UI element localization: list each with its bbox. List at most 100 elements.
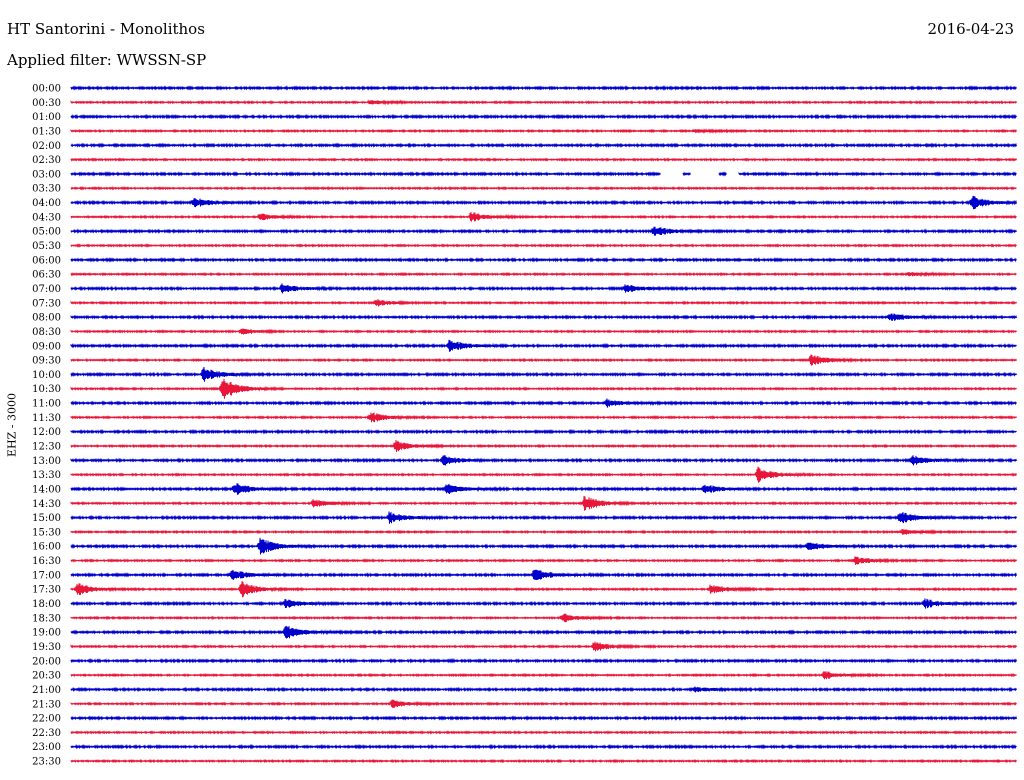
time-tick-label: 06:00: [32, 255, 61, 266]
time-tick-label: 07:30: [32, 298, 61, 309]
time-tick-label: 20:30: [32, 671, 61, 682]
time-tick-label: 14:00: [32, 484, 61, 495]
time-tick-label: 15:30: [32, 527, 61, 538]
time-tick-label: 16:00: [32, 542, 61, 553]
time-tick-label: 07:00: [32, 284, 61, 295]
time-tick-label: 21:30: [32, 699, 61, 710]
seismic-trace: [70, 142, 1017, 149]
time-tick-label: 02:00: [32, 141, 61, 152]
time-tick-label: 10:00: [32, 370, 61, 381]
time-tick-label: 12:00: [32, 427, 61, 438]
seismic-trace: [70, 157, 1017, 162]
time-tick-label: 13:00: [32, 456, 61, 467]
time-tick-label: 05:00: [32, 227, 61, 238]
seismic-trace: [70, 511, 1017, 524]
time-tick-label: 03:30: [32, 184, 61, 195]
time-tick-label: 12:30: [32, 442, 61, 453]
time-tick-label: 08:30: [32, 327, 61, 338]
time-tick-label: 23:30: [32, 757, 61, 768]
time-tick-label: 22:30: [32, 728, 61, 739]
date-label: 2016-04-23: [927, 20, 1014, 38]
time-tick-label: 21:00: [32, 685, 61, 696]
seismic-trace: [70, 671, 1017, 680]
seismic-trace: [70, 613, 1017, 623]
time-tick-label: 08:00: [32, 313, 61, 324]
seismic-trace: [70, 328, 1017, 335]
seismic-trace: [70, 758, 1017, 764]
time-tick-label: 19:30: [32, 642, 61, 653]
time-tick-label: 02:30: [32, 155, 61, 166]
time-tick-label: 15:00: [32, 513, 61, 524]
seismic-trace: [70, 743, 1017, 750]
seismic-trace: [70, 495, 1017, 511]
time-tick-label: 19:00: [32, 628, 61, 639]
time-tick-label: 22:00: [32, 714, 61, 725]
seismic-trace: [70, 730, 1017, 735]
seismic-trace: [70, 226, 1017, 236]
seismic-trace: [70, 528, 1017, 535]
time-tick-label: 06:30: [32, 270, 61, 281]
time-tick-label: 23:00: [32, 742, 61, 753]
seismic-trace: [70, 398, 1017, 408]
time-tick-label: 20:00: [32, 656, 61, 667]
seismic-trace: [70, 99, 1017, 106]
seismic-trace: [70, 699, 1017, 708]
seismic-trace: [70, 378, 1017, 399]
time-tick-label: 05:30: [32, 241, 61, 252]
seismic-trace: [70, 439, 1017, 453]
time-tick-label: 00:00: [32, 84, 61, 95]
seismic-trace: [70, 171, 1017, 177]
seismic-trace: [70, 466, 1017, 483]
time-tick-label: 13:30: [32, 470, 61, 481]
seismic-trace: [70, 715, 1017, 721]
seismic-trace: [70, 185, 1017, 191]
seismic-trace: [70, 625, 1017, 639]
time-tick-label: 17:30: [32, 585, 61, 596]
seismic-trace: [70, 299, 1017, 307]
seismic-trace: [70, 581, 1017, 598]
seismic-trace: [70, 598, 1017, 609]
time-tick-label: 04:00: [32, 198, 61, 209]
seismic-trace: [70, 256, 1017, 263]
time-tick-label: 01:00: [32, 112, 61, 123]
station-title: HT Santorini - Monolithos: [7, 20, 205, 38]
seismic-trace: [70, 283, 1017, 294]
seismic-trace: [70, 212, 1017, 222]
seismic-trace: [70, 455, 1017, 466]
seismic-trace: [70, 641, 1017, 652]
filter-label: Applied filter: WWSSN-SP: [7, 51, 207, 69]
time-tick-label: 14:30: [32, 499, 61, 510]
seismic-trace: [70, 128, 1017, 134]
time-tick-label: 09:30: [32, 356, 61, 367]
time-tick-label: 04:30: [32, 212, 61, 223]
seismic-trace: [70, 367, 1017, 382]
seismic-trace: [70, 537, 1017, 555]
time-tick-label: 11:30: [32, 413, 61, 424]
seismic-trace: [70, 569, 1017, 580]
seismic-trace: [70, 412, 1017, 423]
seismic-trace: [70, 483, 1017, 495]
seismic-trace: [70, 271, 1017, 278]
seismic-trace: [70, 85, 1017, 91]
time-tick-label: 03:00: [32, 169, 61, 180]
seismic-trace: [70, 243, 1017, 248]
time-tick-label: 09:00: [32, 341, 61, 352]
seismic-trace: [70, 657, 1017, 664]
time-tick-label: 11:00: [32, 399, 61, 410]
seismic-trace: [70, 113, 1017, 120]
time-tick-label: 18:30: [32, 613, 61, 624]
seismic-trace: [70, 313, 1017, 321]
seismic-trace: [70, 556, 1017, 565]
time-tick-label: 10:30: [32, 384, 61, 395]
time-tick-label: 16:30: [32, 556, 61, 567]
seismic-trace: [70, 686, 1017, 693]
seismic-trace: [70, 428, 1017, 435]
seismic-trace: [70, 339, 1017, 352]
time-tick-label: 01:30: [32, 126, 61, 137]
seismic-trace: [70, 354, 1017, 366]
time-tick-label: 00:30: [32, 98, 61, 109]
time-tick-label: 17:00: [32, 570, 61, 581]
seismic-trace: [70, 195, 1017, 210]
time-tick-label: 18:00: [32, 599, 61, 610]
